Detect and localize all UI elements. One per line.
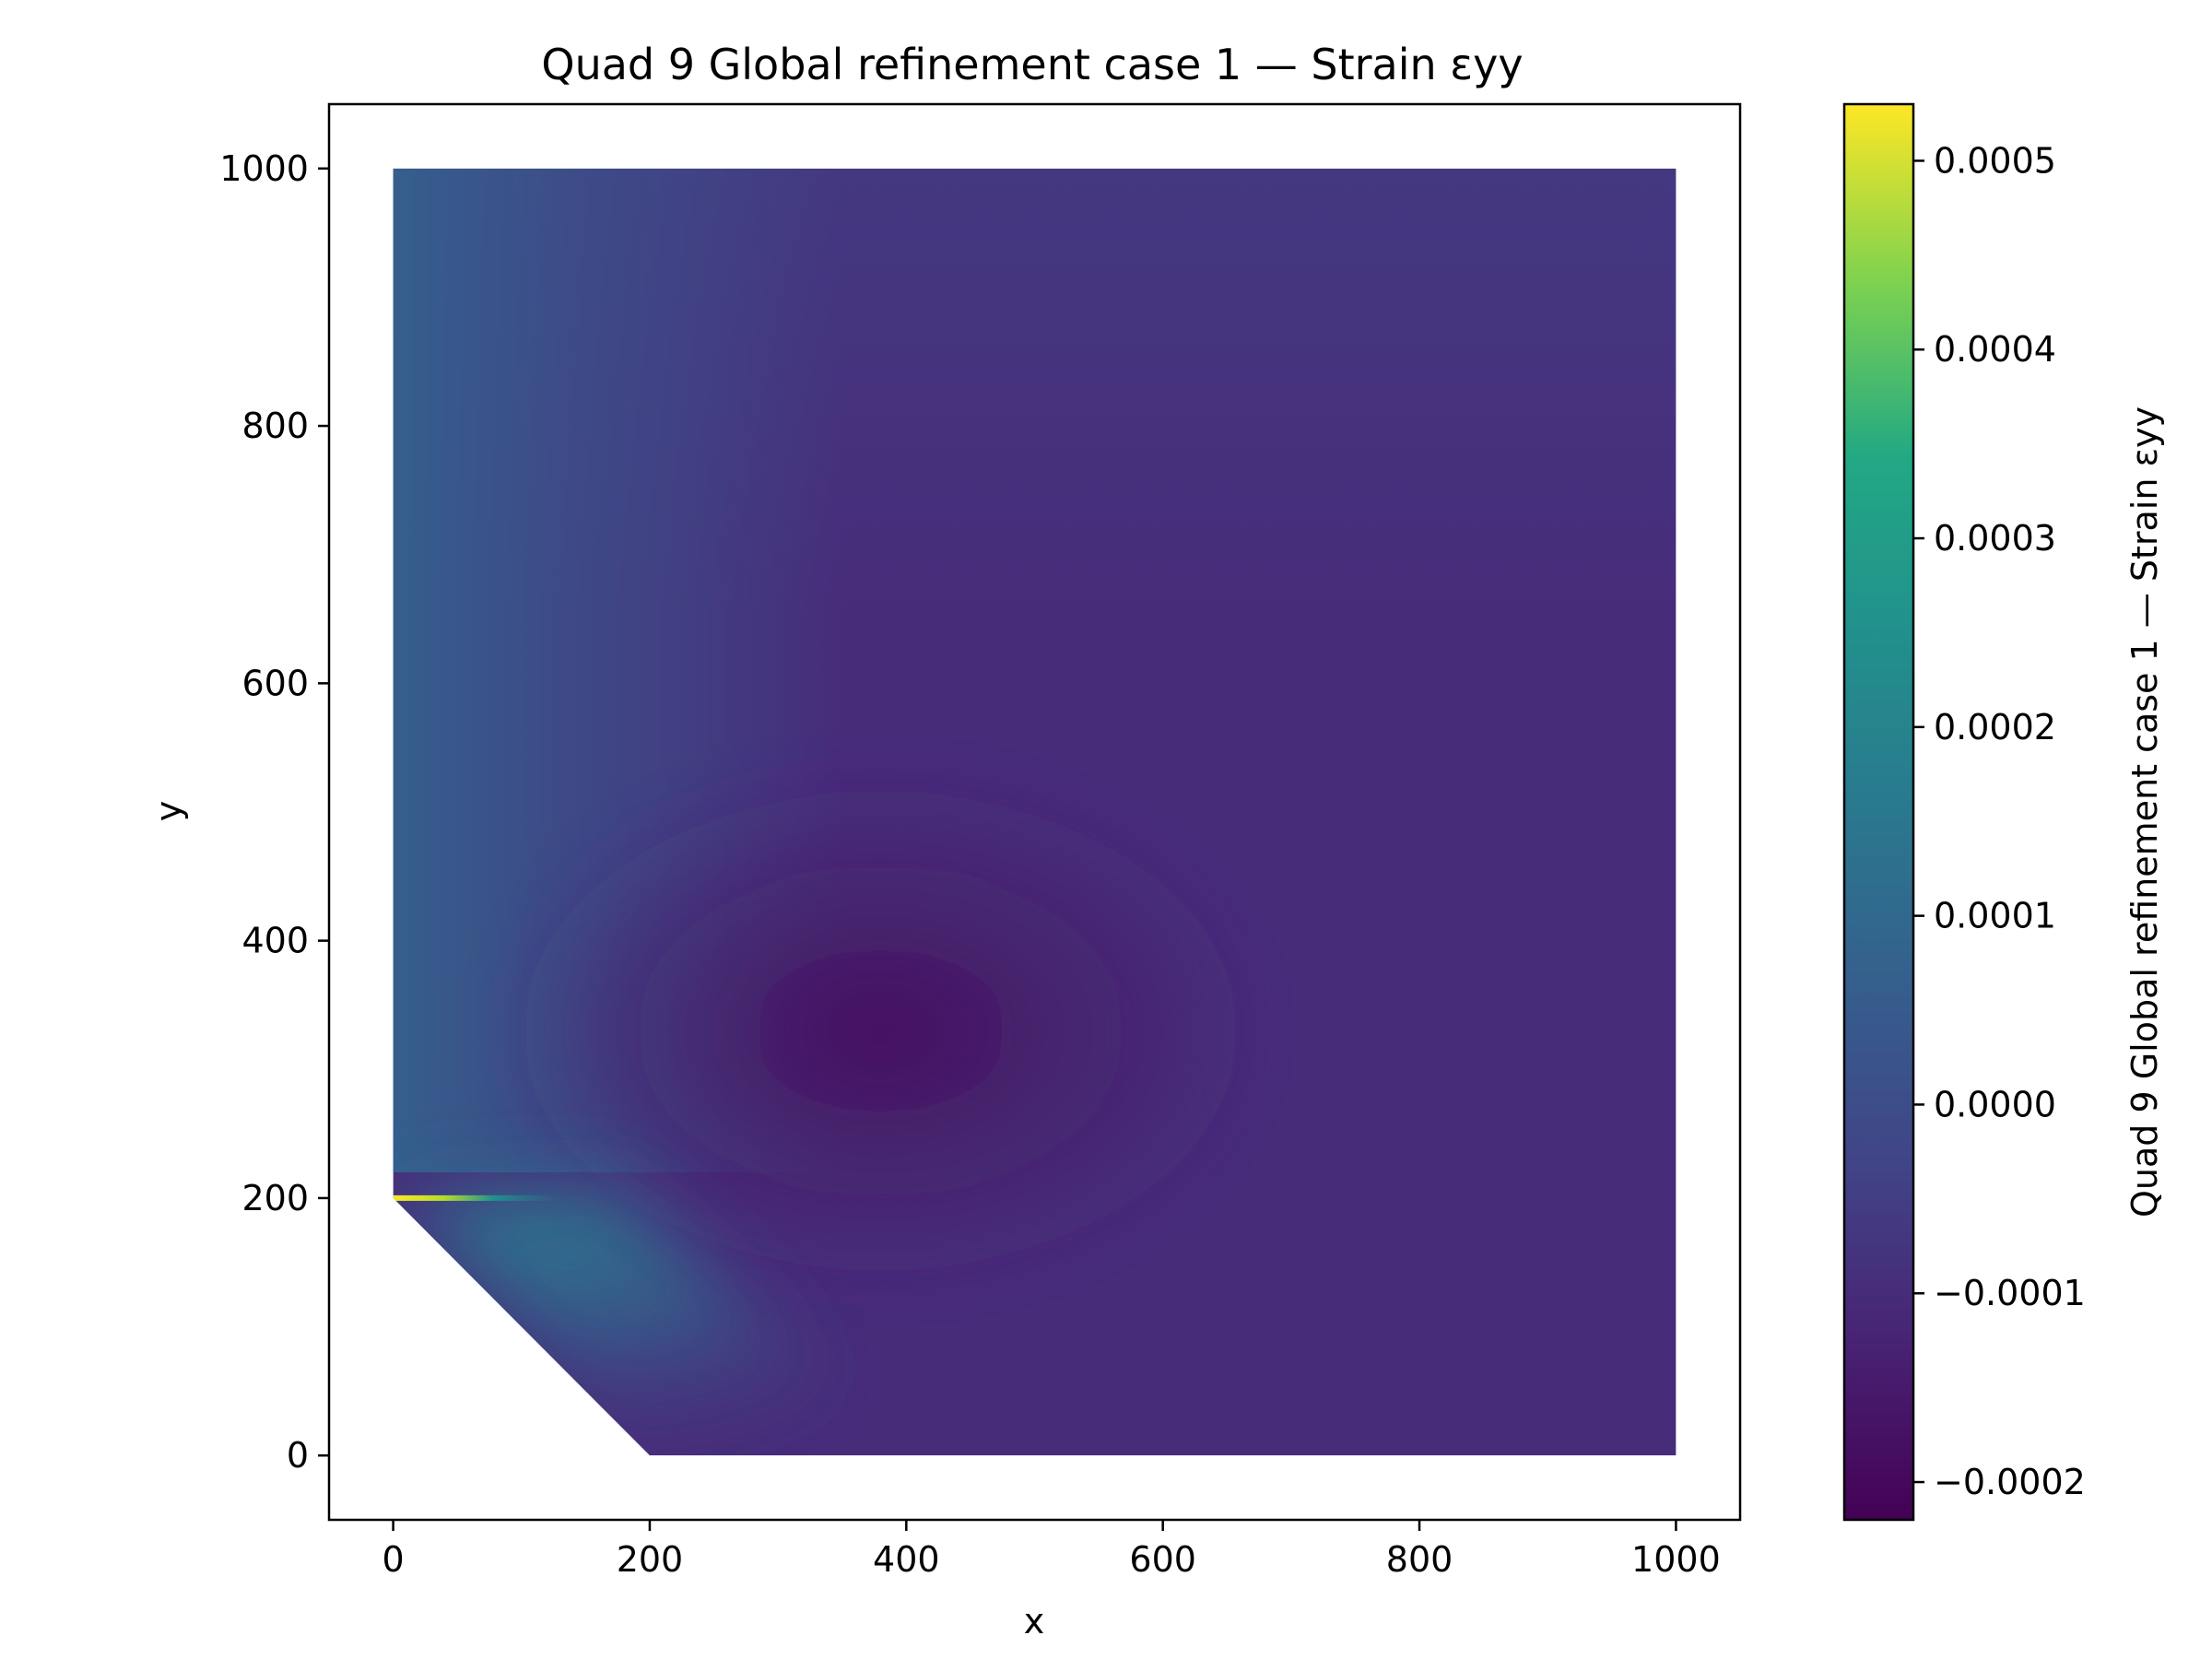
y-tick-label: 200 xyxy=(241,1178,309,1218)
x-tick-label: 600 xyxy=(1129,1539,1196,1580)
x-tick-label: 200 xyxy=(617,1539,684,1580)
x-axis-label: x xyxy=(1024,1601,1045,1641)
colorbar-tick-label: −0.0001 xyxy=(1934,1273,2086,1313)
y-axis-label: y xyxy=(148,801,189,822)
y-tick-label: 600 xyxy=(241,663,309,703)
chart-title: Quad 9 Global refinement case 1 — Strain… xyxy=(541,40,1523,89)
crack-tip-strain-line xyxy=(393,1194,560,1201)
y-tick-label: 1000 xyxy=(219,148,309,189)
colorbar-tick-label: 0.0004 xyxy=(1934,329,2056,370)
low-strain-zone xyxy=(495,773,1266,1288)
colorbar-tick-label: 0.0002 xyxy=(1934,707,2056,747)
x-tick-label: 800 xyxy=(1386,1539,1453,1580)
colorbar-tick-label: 0.0001 xyxy=(1934,896,2056,936)
x-tick-label: 1000 xyxy=(1631,1539,1721,1580)
colorbar-tick-label: 0.0003 xyxy=(1934,518,2056,559)
x-axis-ticks: 0 200 400 600 800 1000 xyxy=(382,1520,1721,1580)
plot-frame xyxy=(327,102,1742,1522)
wedge-high-strain-zone xyxy=(393,1184,933,1456)
x-tick-label: 0 xyxy=(382,1539,404,1580)
y-tick-label: 800 xyxy=(241,406,309,446)
x-tick-label: 400 xyxy=(873,1539,940,1580)
colorbar-tick-label: −0.0002 xyxy=(1934,1462,2086,1502)
colorbar xyxy=(1842,102,1915,1522)
strain-field xyxy=(393,168,1677,1456)
y-tick-label: 400 xyxy=(241,921,309,961)
colorbar-ticks: 0.0005 0.0004 0.0003 0.0002 0.0001 0.0000 −0.0… xyxy=(1913,140,2086,1502)
colorbar-tick-label: 0.0005 xyxy=(1934,140,2056,181)
colorbar-label: Quad 9 Global refinement case 1 — Strain… xyxy=(2124,406,2165,1218)
colorbar-tick-label: 0.0000 xyxy=(1934,1084,2056,1124)
y-tick-label: 0 xyxy=(287,1435,309,1476)
y-axis-ticks: 0 200 400 600 800 1000 xyxy=(219,148,329,1476)
